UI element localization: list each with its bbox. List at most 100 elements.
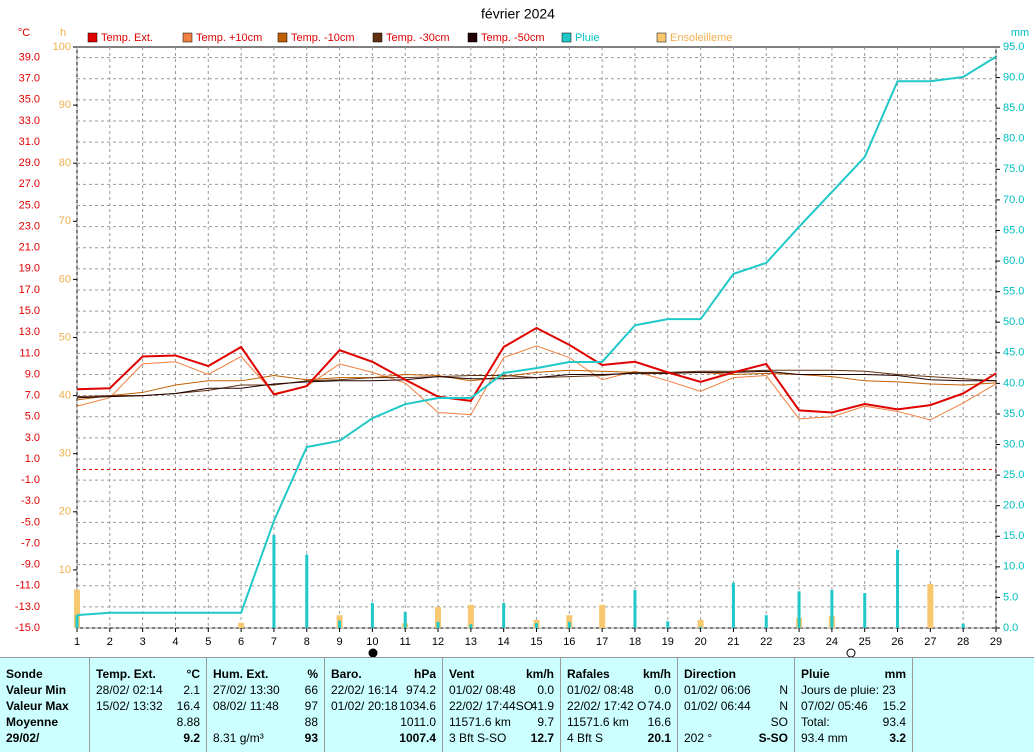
- row-note: 22/02/ 17:44SO: [449, 699, 534, 713]
- bar: [731, 582, 735, 628]
- bar: [403, 612, 407, 628]
- x-tick-label: 1: [74, 636, 80, 648]
- legend-label: Temp. -30cm: [386, 32, 450, 44]
- y-tick-label: 37.0: [19, 73, 40, 85]
- bar: [436, 621, 440, 628]
- x-tick-label: 4: [172, 636, 178, 648]
- stats-row: 22/02/ 16:14 974.2: [331, 682, 436, 698]
- row-value: 2.1: [183, 683, 200, 697]
- chart: février 2024 °C h mm 1 2 3 4 5 6 7 8 9 10 11 12 13 14…: [15, 6, 1029, 657]
- y2-tick-label: 10.0: [1003, 561, 1024, 573]
- plot-layer: [74, 47, 997, 629]
- y-tick-label: -3.0: [21, 495, 40, 507]
- y2-tick-label: 80.0: [1003, 133, 1024, 145]
- x-tick-label: 8: [304, 636, 310, 648]
- column-header: Hum. Ext.%: [213, 666, 318, 682]
- row-value: 0.0: [654, 683, 671, 697]
- y-tick-label: 23.0: [19, 220, 40, 232]
- row-note: 22/02/ 16:14: [331, 683, 398, 697]
- y-tick-label: 3.0: [25, 432, 40, 444]
- column-header: Rafales km/h: [567, 666, 671, 682]
- legend-label: Ensoleilleme: [670, 32, 732, 44]
- y2-tick-label: 70.0: [1003, 194, 1024, 206]
- h-tick-label: 50: [59, 331, 71, 343]
- line: [76, 370, 996, 399]
- stats-row: 01/02/ 06:06 N: [684, 682, 788, 698]
- legend-label: Temp. Ext.: [101, 32, 153, 44]
- bar: [535, 623, 538, 628]
- y-tick-label: 5.0: [25, 411, 40, 423]
- row-value: 9.2: [183, 731, 200, 745]
- legend-swatch: [182, 32, 193, 43]
- row-value: 3.2: [889, 731, 906, 745]
- legend-swatch: [656, 32, 667, 43]
- bar: [697, 619, 704, 628]
- x-tick-label: 25: [859, 636, 871, 648]
- row-value: 1034.6: [399, 699, 436, 713]
- row-value: 8.88: [176, 715, 200, 729]
- row-value: N: [779, 699, 788, 713]
- y2-axis-unit: mm: [1011, 27, 1029, 39]
- row-note: 01/02/ 20:18: [331, 699, 398, 713]
- header-name: Temp. Ext.: [96, 667, 156, 681]
- bar: [435, 607, 442, 628]
- h-tick-label: 60: [59, 273, 71, 285]
- y-tick-label: 25.0: [19, 199, 40, 211]
- row-value: SO: [770, 715, 788, 729]
- stats-column: Pluie mm Jours de pluie: 23 07/02/ 05:46 15.…: [795, 658, 913, 752]
- header-name: Vent: [449, 667, 475, 681]
- line: [76, 345, 997, 421]
- y2-tick-label: 20.0: [1003, 500, 1024, 512]
- row-label: Valeur Min: [6, 683, 67, 697]
- stats-row: 08/02/ 11:48 97: [213, 698, 318, 714]
- row-value: N: [779, 683, 788, 697]
- line: [76, 326, 997, 414]
- x-tick-label: 3: [140, 636, 146, 648]
- row-value: 16.4: [176, 699, 200, 713]
- bar: [699, 626, 703, 628]
- stats-row: 3 Bft S-SO 12.7: [449, 730, 554, 746]
- stats-row: 9.2: [96, 730, 200, 746]
- y-tick-label: 11.0: [19, 347, 40, 359]
- h-tick-label: 70: [59, 215, 71, 227]
- row-note: 3 Bft S-SO: [449, 731, 507, 745]
- column-header: Sonde: [6, 666, 83, 682]
- y-tick-label: 9.0: [25, 368, 40, 380]
- y2-tick-label: 40.0: [1003, 377, 1024, 389]
- bar: [830, 590, 834, 628]
- row-label: Valeur Max: [6, 699, 69, 713]
- bar: [75, 615, 79, 628]
- x-tick-label: 6: [238, 636, 244, 648]
- x-tick-label: 19: [662, 636, 674, 648]
- bar: [467, 604, 474, 628]
- stats-row: 11571.6 km 16.6: [567, 714, 671, 730]
- bar: [238, 622, 245, 628]
- y2-tick-label: 0.0: [1003, 622, 1018, 634]
- y2-tick-label: 60.0: [1003, 255, 1024, 267]
- bar: [961, 623, 965, 628]
- header-name: Direction: [684, 667, 737, 681]
- row-value: 15.2: [882, 699, 906, 713]
- stats-row: 4 Bft S 20.1: [567, 730, 671, 746]
- legend-swatch: [561, 32, 572, 43]
- x-tick-label: 11: [400, 636, 411, 648]
- stats-column: Hum. Ext.% 27/02/ 13:30 66 08/02/ 11:48 97 88…: [207, 658, 325, 752]
- column-header: Vent km/h: [449, 666, 554, 682]
- header-name: Pluie: [801, 667, 830, 681]
- column-header: Direction: [684, 666, 788, 682]
- header-name: Rafales: [567, 667, 610, 681]
- stats-row: Jours de pluie: 23: [801, 682, 906, 698]
- stats-row: Valeur Max: [6, 698, 83, 714]
- line: [76, 369, 997, 401]
- legend-swatch: [467, 32, 478, 43]
- bar: [566, 615, 573, 628]
- moon-icon: [846, 648, 856, 657]
- bar: [567, 621, 571, 628]
- x-tick-label: 2: [107, 636, 113, 648]
- row-note: 01/02/ 06:06: [684, 683, 751, 697]
- row-value: 12.7: [530, 731, 554, 745]
- stats-row: 22/02/ 17:44SO 41.9: [449, 698, 554, 714]
- y-axis-unit: °C: [18, 27, 30, 39]
- stats-table: Sonde Valeur Min Valeur Max Moyenne 29/02/Te…: [0, 657, 1034, 752]
